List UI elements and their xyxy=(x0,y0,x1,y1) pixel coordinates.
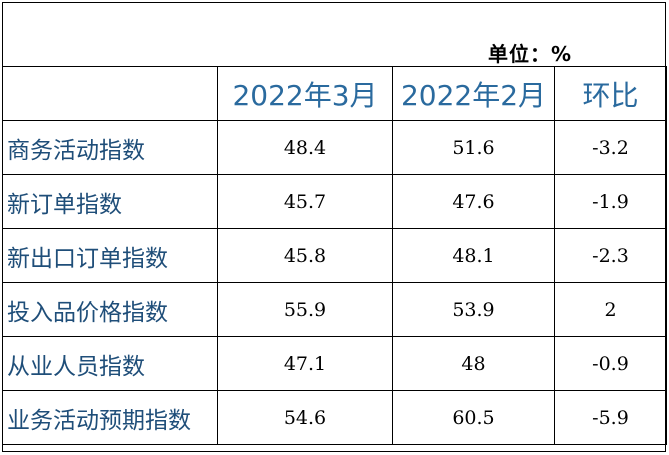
header-blank xyxy=(2,66,218,121)
row-name: 投入品价格指数 xyxy=(2,282,218,337)
header-feb: 2022年2月 xyxy=(392,66,555,121)
cell-mom: -5.9 xyxy=(554,390,667,445)
cell-feb: 53.9 xyxy=(392,282,555,337)
cell-mar: 47.1 xyxy=(217,336,393,391)
cell-mom: -1.9 xyxy=(554,174,667,229)
cell-feb: 47.6 xyxy=(392,174,555,229)
table-row: 业务活动预期指数 54.6 60.5 -5.9 xyxy=(2,390,667,445)
unit-label: 单位：% xyxy=(488,42,573,66)
cell-mom: 2 xyxy=(554,282,667,337)
cell-mar: 54.6 xyxy=(217,390,393,445)
header-row: 2022年3月 2022年2月 环比 xyxy=(2,66,667,121)
row-name: 商务活动指数 xyxy=(2,120,218,175)
cell-mar: 55.9 xyxy=(217,282,393,337)
row-name: 新订单指数 xyxy=(2,174,218,229)
cell-feb: 48 xyxy=(392,336,555,391)
cell-mom: -2.3 xyxy=(554,228,667,283)
row-name: 新出口订单指数 xyxy=(2,228,218,283)
header-mom: 环比 xyxy=(554,66,667,121)
table-row: 新订单指数 45.7 47.6 -1.9 xyxy=(2,174,667,229)
cell-mar: 45.8 xyxy=(217,228,393,283)
cell-feb: 60.5 xyxy=(392,390,555,445)
row-name: 从业人员指数 xyxy=(2,336,218,391)
cell-feb: 51.6 xyxy=(392,120,555,175)
row-name: 业务活动预期指数 xyxy=(2,390,218,445)
table-row: 从业人员指数 47.1 48 -0.9 xyxy=(2,336,667,391)
cell-mar: 45.7 xyxy=(217,174,393,229)
cell-mar: 48.4 xyxy=(217,120,393,175)
table-row: 商务活动指数 48.4 51.6 -3.2 xyxy=(2,120,667,175)
index-table: 2022年3月 2022年2月 环比 商务活动指数 48.4 51.6 -3.2… xyxy=(2,66,667,445)
table-row: 新出口订单指数 45.8 48.1 -2.3 xyxy=(2,228,667,283)
cell-mom: -3.2 xyxy=(554,120,667,175)
table-row: 投入品价格指数 55.9 53.9 2 xyxy=(2,282,667,337)
cell-feb: 48.1 xyxy=(392,228,555,283)
header-mar: 2022年3月 xyxy=(217,66,393,121)
cell-mom: -0.9 xyxy=(554,336,667,391)
